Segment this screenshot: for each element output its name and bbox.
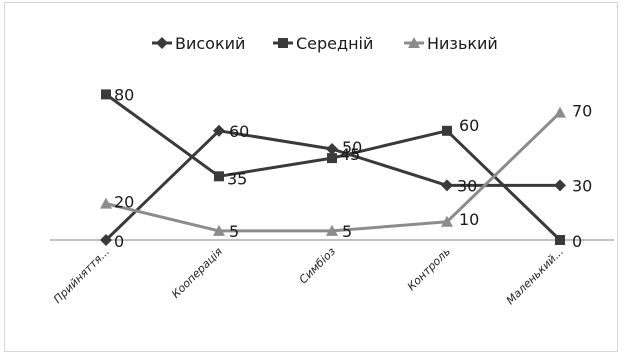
legend: Високий Середній Низький	[152, 34, 498, 53]
series-1-point-0	[101, 89, 111, 100]
series-2-point-1	[213, 224, 225, 236]
x-tick-label-0: Прийняття...	[51, 245, 112, 306]
series-1-point-2	[327, 153, 337, 164]
data-label-s0-3: 30	[457, 176, 477, 195]
data-label-s0-2: 50	[342, 138, 362, 157]
data-label-s0-4: 30	[572, 176, 592, 195]
series-0-point-4	[554, 179, 566, 192]
series-line-1	[105, 93, 562, 242]
data-label-s1-1: 35	[227, 169, 247, 188]
data-label-s2-4: 70	[572, 102, 592, 121]
x-tick-label-3: Контроль	[405, 245, 453, 293]
series-1-point-1	[214, 171, 224, 182]
series-0-point-3	[441, 179, 453, 192]
series-0-point-0	[100, 234, 112, 246]
data-label-s0-0: 0	[114, 232, 124, 251]
series-1-point-3	[442, 125, 452, 136]
data-label-s1-2: 45	[340, 145, 360, 164]
legend-label-0: Високий	[175, 34, 245, 53]
legend-label-2: Низький	[427, 34, 498, 53]
legend-swatch-marker-1	[278, 38, 288, 48]
data-label-s1-0: 80	[114, 85, 134, 104]
data-label-s2-1: 5	[229, 222, 239, 241]
series-2-point-3	[441, 215, 453, 227]
series-2-point-0	[100, 197, 112, 209]
x-tick-label-2: Симбіоз	[297, 245, 339, 287]
data-label-s0-1: 60	[229, 122, 249, 141]
data-label-s2-0: 20	[114, 193, 134, 212]
data-label-s2-3: 10	[459, 210, 479, 229]
series-line-2	[105, 111, 562, 233]
series-2-point-4	[554, 106, 566, 118]
data-labels: 0 60 50 30 30 80 35 45 60 0 20 5 5 10 70	[114, 85, 592, 251]
legend-swatch-marker-0	[156, 37, 168, 49]
data-label-s1-4: 0	[572, 232, 582, 251]
legend-swatch-marker-2	[408, 37, 420, 48]
legend-label-1: Середній	[296, 34, 373, 53]
series-lines	[104, 93, 562, 242]
chart-border	[4, 2, 618, 352]
data-label-s1-3: 60	[459, 116, 479, 135]
x-tick-labels: Прийняття... Кооперація Симбіоз Контроль Мал…	[51, 245, 566, 308]
data-label-s2-2: 5	[342, 222, 352, 241]
x-tick-label-4: Маленький...	[504, 245, 566, 307]
legend-item-0: Високий	[152, 34, 245, 53]
series-2-point-2	[326, 224, 338, 236]
legend-item-1: Середній	[273, 34, 373, 53]
series-0-point-2	[326, 143, 338, 155]
series-0-point-1	[213, 124, 225, 137]
series-1-point-4	[555, 235, 565, 245]
series-markers	[100, 89, 566, 246]
legend-item-2: Низький	[404, 34, 498, 53]
x-tick-label-1: Кооперація	[169, 245, 225, 301]
